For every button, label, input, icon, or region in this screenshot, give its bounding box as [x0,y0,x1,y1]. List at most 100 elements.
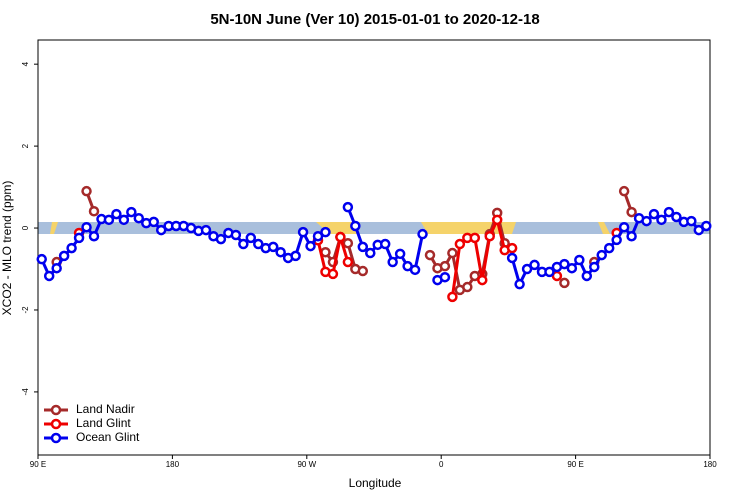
point [238,238,249,250]
point [245,232,257,244]
x-tick-label: 0 [439,460,444,469]
point [462,281,473,293]
point [148,216,159,228]
point [701,220,712,232]
point [342,201,354,213]
point [693,224,705,236]
point [596,249,607,261]
y-tick-label: 0 [21,225,30,230]
y-tick-label: -2 [21,306,30,314]
plot-frame [37,39,711,456]
x-tick-label: 90 W [297,460,316,469]
point [686,215,697,227]
point [51,262,62,274]
point [671,211,682,223]
point [350,220,361,232]
y-tick-label: -4 [21,388,30,396]
point [626,206,637,218]
point [641,215,652,227]
x-tick-label: 90 E [30,460,46,469]
legend-marker [50,404,62,416]
point [81,221,92,233]
y-tick-label: 2 [21,143,30,148]
point [581,270,593,282]
legend-marker [50,432,62,444]
point [365,247,376,259]
point [342,256,354,268]
point [447,291,458,303]
point [88,230,100,242]
point [357,241,369,253]
x-tick-label: 90 E [567,460,583,469]
point [589,261,600,273]
point [133,212,145,224]
point [275,246,286,258]
point [66,242,77,254]
point [618,221,630,233]
point [454,238,466,250]
point [327,268,339,280]
x-tick-label: 180 [166,460,180,469]
point [439,271,451,283]
point [648,208,660,220]
point [312,230,324,242]
point [611,234,622,246]
point [81,185,92,197]
chart-title: 5N-10N June (Ver 10) 2015-01-01 to 2020-… [210,11,539,28]
point [663,206,675,218]
point [521,263,533,275]
point [387,256,398,268]
point [342,237,354,249]
y-tick-label: 4 [21,61,30,66]
point [477,274,488,286]
point [305,240,316,252]
point [290,250,301,262]
band [38,222,710,234]
point [618,185,630,197]
point [514,278,525,290]
legend-label: Land Nadir [76,402,135,416]
point [484,230,495,242]
y-axis-label: XCO2 - MLO trend (ppm) [0,181,14,316]
point [439,260,451,272]
point [58,250,70,262]
point [73,232,85,244]
land-patch [598,222,610,234]
point [626,230,637,242]
point [379,238,391,250]
point [215,233,227,245]
legend-label: Ocean Glint [76,430,140,444]
legend-label: Land Glint [76,416,131,430]
point [155,224,167,236]
point [126,206,137,218]
x-tick-label: 180 [703,460,717,469]
point [88,205,100,217]
point [529,259,540,271]
point [544,266,555,278]
land-band [38,222,710,234]
point [469,232,481,244]
point [491,214,503,226]
point [335,231,346,243]
point [417,228,428,240]
point [394,248,406,260]
point [43,270,55,282]
land-patch [50,222,58,234]
point [559,258,570,270]
point [506,242,518,254]
point [424,249,436,261]
point [574,254,585,266]
point [320,226,331,238]
point [656,214,667,226]
point [36,253,47,265]
legend-marker [50,418,62,430]
point [447,247,458,259]
point [506,252,518,264]
point [103,214,115,226]
point [559,277,570,289]
x-axis-label: Longitude [349,476,402,490]
point [603,242,615,254]
point [357,265,369,277]
